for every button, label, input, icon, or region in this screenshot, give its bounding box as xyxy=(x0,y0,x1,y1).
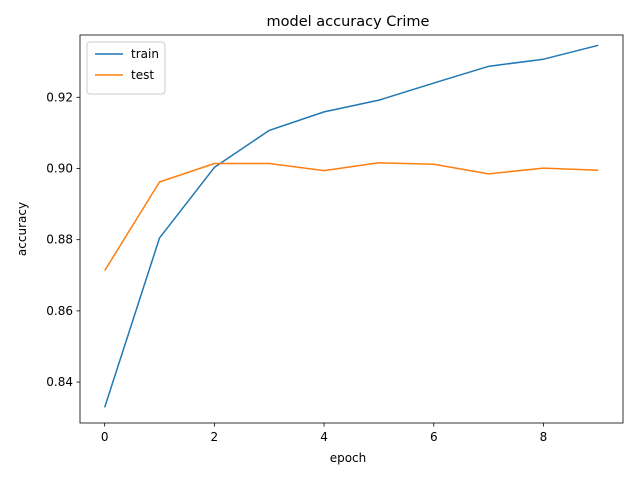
y-tick-label: 0.90 xyxy=(46,161,73,175)
legend-box xyxy=(86,41,166,95)
y-tick-label: 0.84 xyxy=(46,375,73,389)
x-tick-label: 2 xyxy=(211,430,219,444)
chart-title: model accuracy Crime xyxy=(267,14,430,30)
y-tick-label: 0.88 xyxy=(46,233,73,247)
x-tick-label: 6 xyxy=(430,430,438,444)
plot-area: 0 2 4 6 8 0.84 0.86 0.88 0.90 0.92 train test xyxy=(46,34,624,444)
axes-frame xyxy=(79,34,624,424)
series-line-train xyxy=(103,44,599,408)
x-tick-label: 0 xyxy=(101,430,109,444)
x-axis-label: epoch xyxy=(330,451,367,465)
x-tick-label: 4 xyxy=(320,430,328,444)
series-line-test xyxy=(104,162,599,272)
legend-label-train: train xyxy=(131,47,159,61)
y-tick-label: 0.86 xyxy=(46,304,73,318)
y-axis-label: accuracy xyxy=(15,202,29,256)
legend-label-test: test xyxy=(131,68,154,82)
x-tick-label: 8 xyxy=(540,430,548,444)
y-tick-label: 0.92 xyxy=(46,90,73,104)
